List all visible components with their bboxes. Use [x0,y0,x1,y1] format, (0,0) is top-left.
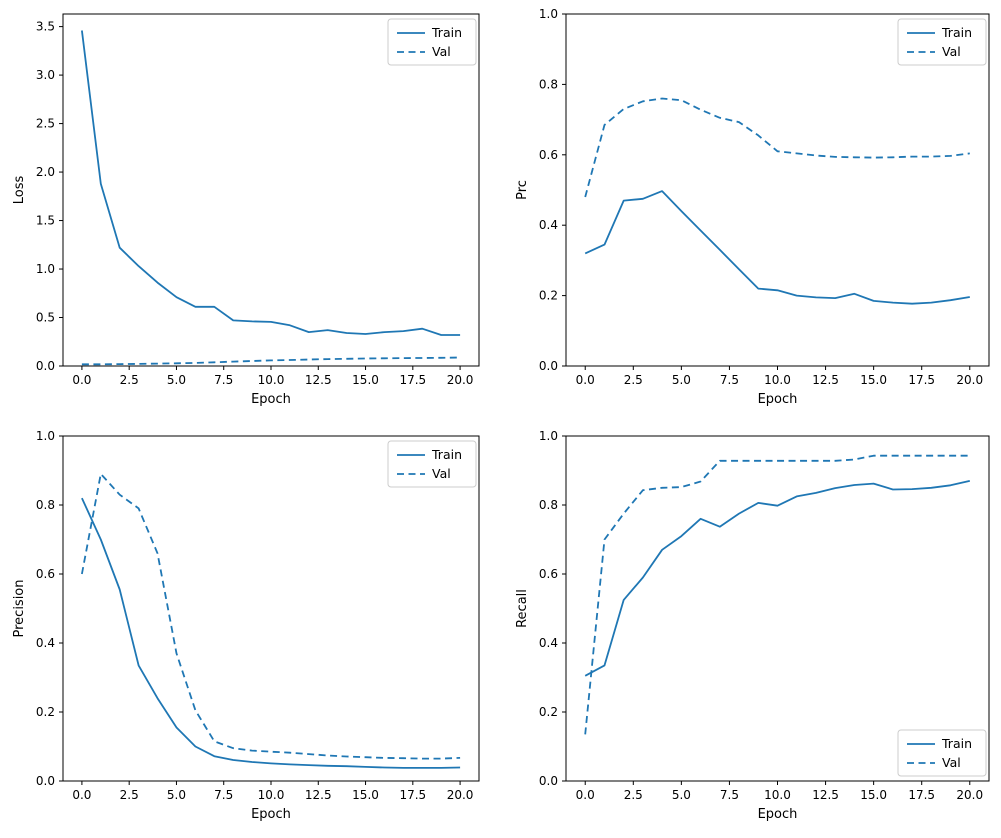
y-tick-label: 0.2 [36,705,55,719]
loss-legend-box [387,18,477,66]
y-tick-label: 0.8 [539,77,558,91]
y-tick-label: 1.0 [539,7,558,21]
precision-axes-box [62,435,480,782]
prc-val-line [584,97,970,198]
x-tick-label: 17.5 [399,373,426,387]
y-tick-label: 0.4 [539,218,558,232]
y-tick-label: 0.6 [539,148,558,162]
precision-chart: 0.0 2.5 5.0 7.5 10.0 12.5 15.0 17.5 20.0 0.0 0.2 0.… [12,429,480,822]
x-tick-label: 17.5 [908,788,935,802]
loss-xlabel: Epoch [251,392,291,407]
x-tick-label: 12.5 [305,373,332,387]
y-tick-label: 0.0 [539,774,558,788]
y-tick-label: 0.6 [36,567,55,581]
x-tick-label: 20.0 [447,788,474,802]
y-tick-label: 0.0 [36,774,55,788]
x-tick-label: 0.0 [72,788,91,802]
precision-legend-box [387,440,477,488]
x-tick-label: 7.5 [214,788,233,802]
x-tick-label: 15.0 [860,373,887,387]
precision-train-line [81,497,461,769]
loss-ylabel: Loss [12,176,27,205]
recall-chart: 0.0 2.5 5.0 7.5 10.0 12.5 15.0 17.5 20.0 0.0 0.2 0.… [515,429,990,822]
x-tick-label: 5.0 [672,788,691,802]
loss-chart: 0.0 2.5 5.0 7.5 10.0 12.5 15.0 17.5 20.0 0.0 0.5 1.… [12,13,480,407]
x-tick-label: 7.5 [720,788,739,802]
legend-train-label: Train [941,25,972,40]
recall-xlabel: Epoch [758,807,798,822]
x-tick-label: 12.5 [812,788,839,802]
y-tick-label: 0.4 [36,636,55,650]
x-tick-label: 2.5 [624,373,643,387]
prc-chart: 0.0 2.5 5.0 7.5 10.0 12.5 15.0 17.5 20.0 0.0 0.2 0.… [515,7,990,407]
x-tick-label: 2.5 [624,788,643,802]
x-tick-label: 0.0 [576,788,595,802]
legend-train-label: Train [941,736,972,751]
recall-legend-box [897,729,987,777]
legend-val-label: Val [942,755,961,770]
y-tick-label: 1.5 [36,214,55,228]
x-tick-label: 10.0 [258,788,285,802]
prc-xlabel: Epoch [758,392,798,407]
loss-val-line [81,356,461,366]
legend-train-label: Train [431,447,462,462]
y-tick-label: 0.8 [36,498,55,512]
x-tick-label: 7.5 [720,373,739,387]
loss-axes-box [62,13,480,367]
y-tick-label: 2.0 [36,165,55,179]
x-tick-label: 5.0 [672,373,691,387]
precision-xlabel: Epoch [251,807,291,822]
legend-val-label: Val [432,466,451,481]
x-tick-label: 12.5 [812,373,839,387]
x-tick-label: 20.0 [956,788,983,802]
y-tick-label: 0.2 [539,705,558,719]
legend-val-label: Val [942,44,961,59]
precision-ylabel: Precision [12,579,27,637]
x-tick-label: 10.0 [764,788,791,802]
prc-legend-box [897,18,987,66]
x-tick-label: 10.0 [764,373,791,387]
x-tick-label: 0.0 [72,373,91,387]
x-tick-label: 2.5 [120,788,139,802]
y-tick-label: 0.4 [539,636,558,650]
legend-val-label: Val [432,44,451,59]
x-tick-label: 0.0 [576,373,595,387]
recall-val-line [584,454,970,735]
loss-train-line [81,30,461,336]
y-tick-label: 0.0 [36,359,55,373]
y-tick-label: 0.8 [539,498,558,512]
y-tick-label: 1.0 [539,429,558,443]
x-tick-label: 12.5 [305,788,332,802]
prc-axes-box [565,13,990,367]
x-tick-label: 15.0 [860,788,887,802]
y-tick-label: 1.0 [36,262,55,276]
y-tick-label: 0.0 [539,359,558,373]
x-tick-label: 2.5 [120,373,139,387]
x-tick-label: 20.0 [447,373,474,387]
y-tick-label: 3.0 [36,68,55,82]
x-tick-label: 15.0 [352,373,379,387]
x-tick-label: 20.0 [956,373,983,387]
legend-train-label: Train [431,25,462,40]
x-tick-label: 17.5 [908,373,935,387]
x-tick-label: 17.5 [399,788,426,802]
x-tick-label: 15.0 [352,788,379,802]
prc-ylabel: Prc [515,180,530,200]
y-tick-label: 3.5 [36,20,55,34]
y-tick-label: 1.0 [36,429,55,443]
prc-train-line [584,190,970,305]
recall-train-line [584,480,971,677]
x-tick-label: 5.0 [167,788,186,802]
y-tick-label: 0.2 [539,289,558,303]
x-tick-label: 7.5 [214,373,233,387]
recall-ylabel: Recall [515,589,530,628]
x-tick-label: 10.0 [258,373,285,387]
x-tick-label: 5.0 [167,373,186,387]
y-tick-label: 0.6 [539,567,558,581]
precision-val-line [81,473,461,760]
y-tick-label: 0.5 [36,311,55,325]
y-tick-label: 2.5 [36,117,55,131]
